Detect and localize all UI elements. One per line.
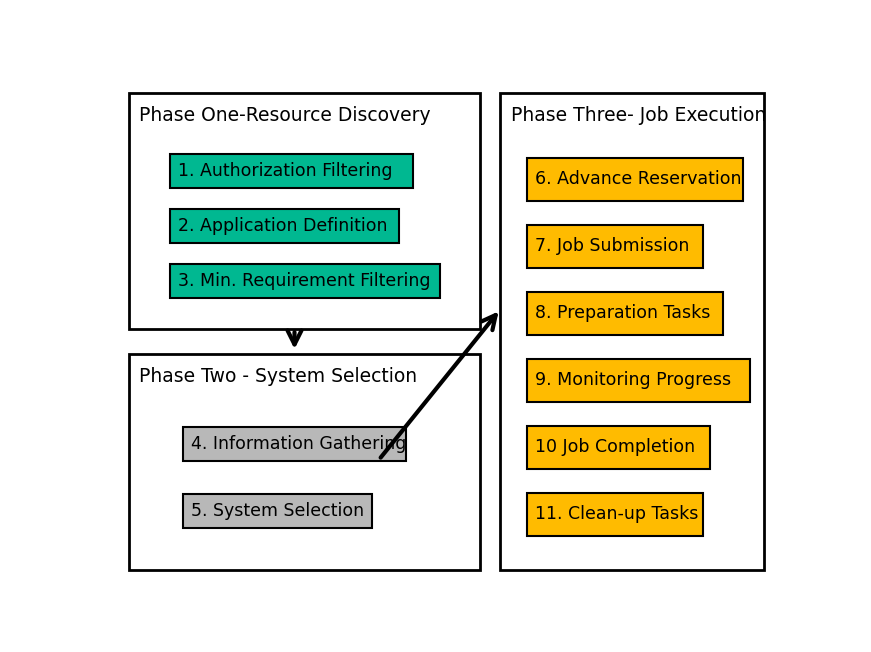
- Text: Phase Two - System Selection: Phase Two - System Selection: [139, 367, 417, 386]
- Text: 9. Monitoring Progress: 9. Monitoring Progress: [536, 372, 732, 389]
- Bar: [183, 494, 372, 527]
- Text: Phase Three- Job Execution: Phase Three- Job Execution: [510, 106, 766, 125]
- Bar: [528, 225, 703, 267]
- Text: 7. Job Submission: 7. Job Submission: [536, 237, 690, 255]
- Text: 11. Clean-up Tasks: 11. Clean-up Tasks: [536, 505, 699, 524]
- Text: Phase One-Resource Discovery: Phase One-Resource Discovery: [139, 106, 431, 125]
- Text: 8. Preparation Tasks: 8. Preparation Tasks: [536, 304, 711, 322]
- Bar: [528, 359, 750, 402]
- Text: 1. Authorization Filtering: 1. Authorization Filtering: [178, 162, 392, 181]
- Bar: [528, 426, 710, 469]
- Bar: [129, 354, 480, 570]
- Bar: [528, 158, 744, 201]
- Bar: [170, 264, 440, 299]
- Bar: [183, 427, 406, 461]
- Text: 6. Advance Reservation: 6. Advance Reservation: [536, 170, 742, 188]
- Bar: [129, 93, 480, 329]
- Bar: [500, 93, 764, 570]
- Text: 3. Min. Requirement Filtering: 3. Min. Requirement Filtering: [178, 273, 430, 290]
- Bar: [528, 493, 703, 536]
- Text: 4. Information Gathering: 4. Information Gathering: [192, 435, 407, 453]
- Bar: [170, 155, 413, 188]
- Text: 10 Job Completion: 10 Job Completion: [536, 438, 696, 456]
- Bar: [170, 209, 399, 243]
- Text: 2. Application Definition: 2. Application Definition: [178, 217, 388, 235]
- Bar: [528, 292, 723, 334]
- Text: 5. System Selection: 5. System Selection: [192, 501, 364, 520]
